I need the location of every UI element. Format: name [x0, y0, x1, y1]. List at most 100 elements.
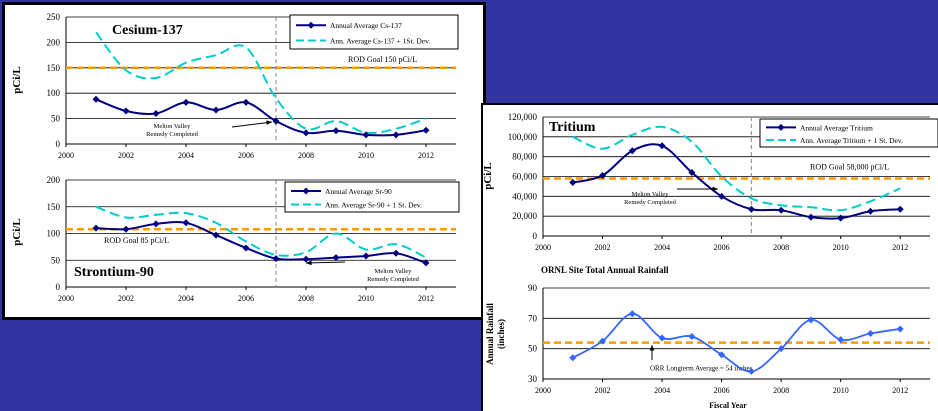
- y-tick-label: 50: [51, 255, 61, 265]
- series-point: [777, 206, 785, 214]
- goal-label: ORR Longterm Average = 54 inches: [650, 365, 753, 373]
- x-tick-label: 2004: [654, 386, 670, 395]
- y-axis-label: pCi/L: [482, 162, 494, 190]
- series-point: [599, 172, 607, 180]
- chart-title: Cesium-137: [112, 23, 183, 38]
- series-point: [718, 192, 726, 200]
- rainfall-point: [896, 325, 904, 333]
- x-axis-label: Fiscal Year: [709, 401, 747, 410]
- series-point: [807, 213, 815, 221]
- x-tick-label: 2008: [773, 386, 789, 395]
- x-tick-label: 2008: [773, 243, 789, 252]
- legend-label: Annual Average Tritium: [800, 123, 873, 132]
- y-tick-label: 150: [47, 63, 61, 73]
- x-tick-label: 2012: [892, 386, 908, 395]
- rainfall-point: [807, 316, 815, 324]
- series-point: [242, 98, 250, 106]
- legend-label: Annual Average Sr-90: [325, 187, 392, 196]
- y-tick-label: 250: [47, 12, 61, 22]
- y-tick-label: 80,000: [512, 152, 537, 162]
- annotation-text: Melton Valley: [154, 123, 192, 130]
- series-point: [392, 131, 400, 139]
- series-point: [658, 142, 666, 150]
- annotation-text: Remedy Completed: [146, 131, 199, 138]
- legend-box: [289, 14, 459, 50]
- x-tick-label: 2000: [58, 151, 74, 160]
- x-tick-label: 2004: [654, 243, 670, 252]
- x-tick-label: 2002: [595, 243, 611, 252]
- x-tick-label: 2000: [535, 243, 551, 252]
- chart-title: ORNL Site Total Annual Rainfall: [541, 265, 669, 275]
- legend-marker: [307, 21, 315, 29]
- rainfall-point: [866, 330, 874, 337]
- arrow-head: [306, 260, 312, 266]
- y-tick-label: 40,000: [512, 191, 537, 201]
- arrow-head: [266, 120, 272, 126]
- legend-label: Ann. Average Sr-90 + 1 St. Dev.: [325, 201, 422, 210]
- rainfall-point: [718, 351, 726, 359]
- y-tick-label: 50: [528, 344, 538, 354]
- y-tick-label: 100: [47, 88, 61, 98]
- series-point: [422, 259, 430, 267]
- series-point: [212, 231, 220, 239]
- y-tick-label: 0: [56, 282, 61, 292]
- series-point: [122, 225, 130, 233]
- y-tick-label: 150: [47, 202, 61, 212]
- series-point: [569, 178, 577, 186]
- rainfall-point: [569, 354, 577, 362]
- series-point: [422, 126, 430, 134]
- legend-box: [759, 118, 938, 148]
- y-tick-label: 200: [47, 37, 61, 47]
- x-tick-label: 2010: [833, 243, 849, 252]
- x-tick-label: 2006: [238, 294, 254, 303]
- series-sd-line: [95, 31, 427, 135]
- x-tick-label: 2012: [418, 151, 434, 160]
- chart-3: 0 20,000 40,000 60,000 80,000 100,000 120,000 2…: [482, 112, 938, 252]
- annotation-arrow: [305, 261, 346, 264]
- x-tick-label: 2004: [178, 294, 194, 303]
- series-point: [332, 254, 340, 262]
- y-tick-label: 70: [528, 313, 538, 323]
- x-tick-label: 2006: [714, 243, 730, 252]
- x-tick-label: 2002: [118, 151, 134, 160]
- annotation-text: Melton Valley: [632, 191, 670, 198]
- series-average-line: [95, 98, 427, 137]
- series-point: [182, 219, 190, 227]
- rainfall-point: [599, 337, 607, 345]
- series-sd-line: [95, 205, 427, 259]
- x-tick-label: 2002: [595, 386, 611, 395]
- x-tick-label: 2012: [418, 294, 434, 303]
- series-point: [92, 95, 100, 103]
- arrow-head: [649, 345, 655, 351]
- x-tick-label: 2006: [238, 151, 254, 160]
- left-panel: [2, 2, 486, 320]
- series-point: [212, 106, 220, 114]
- chart-1: 0 50 100 150 200 250 2000 2002 2004 2006 2008 2010 2…: [11, 12, 459, 160]
- legend-label: Ann. Average Tritium + 1 St. Dev.: [800, 136, 903, 145]
- x-tick-label: 2004: [178, 151, 194, 160]
- series-point: [302, 129, 310, 137]
- series-point: [837, 214, 845, 222]
- annotation-arrow: [231, 121, 273, 128]
- right-panel: [481, 103, 938, 411]
- y-axis-label: pCi/L: [11, 218, 23, 246]
- series-point: [122, 107, 130, 115]
- y-tick-label: 100: [47, 229, 61, 239]
- series-point: [272, 255, 280, 263]
- series-point: [182, 98, 190, 106]
- x-tick-label: 2010: [358, 151, 374, 160]
- series-point: [688, 169, 696, 177]
- y-tick-label: 20,000: [512, 211, 537, 221]
- x-tick-label: 2000: [535, 386, 551, 395]
- legend-label: Annual Average Cs-137: [330, 21, 402, 30]
- rainfall-point: [688, 333, 696, 341]
- chart-2: 0 50 100 150 200 2000 2002 2004 2006 2008 2010 2012…: [11, 175, 460, 303]
- series-point: [302, 255, 310, 263]
- annotation-text: Melton Valley: [375, 268, 413, 275]
- y-tick-label: 90: [528, 283, 538, 293]
- rainfall-point: [747, 367, 755, 375]
- annotation-text: Remedy Completed: [624, 199, 677, 206]
- y-tick-label: 0: [56, 139, 61, 149]
- series-average-line: [572, 143, 901, 220]
